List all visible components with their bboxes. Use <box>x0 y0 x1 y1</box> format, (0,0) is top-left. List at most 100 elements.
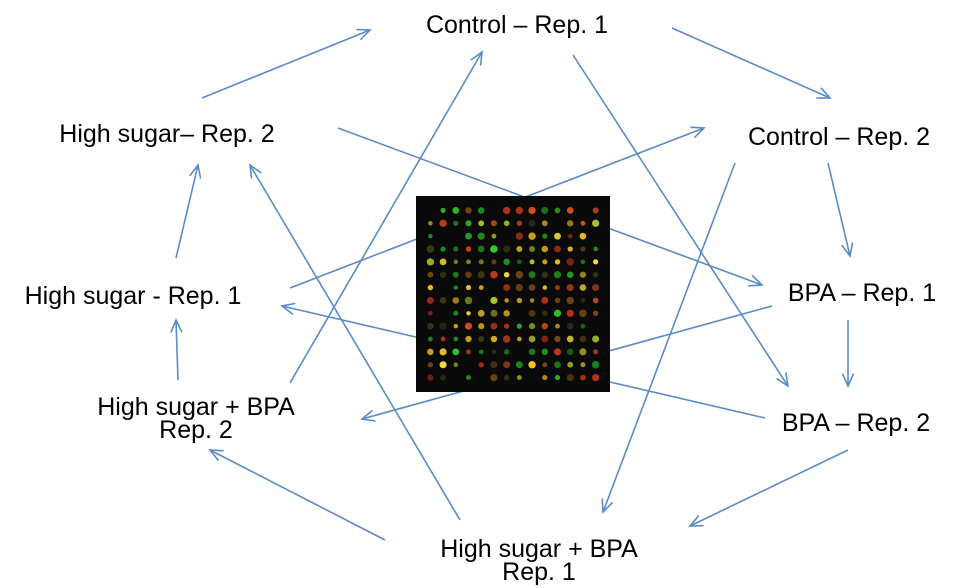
microarray-spot <box>592 284 600 292</box>
microarray-image <box>416 196 610 392</box>
microarray-spot <box>579 284 587 291</box>
microarray-spot <box>554 232 561 240</box>
arrow-hb1-to-hs2 <box>249 163 461 521</box>
microarray-spot <box>515 206 524 215</box>
microarray-spot <box>542 259 548 265</box>
microarray-spot <box>504 323 510 329</box>
microarray-background <box>416 196 610 392</box>
microarray-spot <box>491 259 497 265</box>
microarray-spot <box>439 219 447 227</box>
microarray-spot <box>427 374 434 381</box>
arrow-b1-to-b2 <box>841 320 855 388</box>
microarray-spot <box>503 361 511 369</box>
microarray-spot <box>452 271 459 278</box>
microarray-spot <box>464 322 473 330</box>
microarray-spot <box>453 362 459 368</box>
microarray-spot <box>504 298 509 303</box>
microarray-spot <box>490 245 498 253</box>
microarray-spot <box>439 271 447 278</box>
microarray-spot <box>503 310 510 317</box>
microarray-spot <box>439 297 447 304</box>
microarray-spot <box>426 258 435 266</box>
microarray-spot <box>478 285 484 290</box>
microarray-spot <box>541 322 549 330</box>
microarray-spot <box>515 232 524 240</box>
microarray-spot <box>465 335 472 343</box>
arrow-c1-to-c2 <box>671 27 832 99</box>
microarray-spot <box>516 375 522 380</box>
microarray-spot <box>503 258 510 266</box>
microarray-spot <box>439 348 447 356</box>
microarray-spot <box>580 374 586 381</box>
microarray-spot <box>566 322 574 330</box>
microarray-spot <box>592 271 599 278</box>
microarray-spot <box>516 246 523 252</box>
microarray-spot <box>427 362 434 368</box>
microarray-spot <box>452 207 460 214</box>
microarray-spot <box>580 259 586 265</box>
microarray-spot <box>464 296 473 305</box>
microarray-spot <box>554 284 561 291</box>
microarray-spot <box>592 373 600 382</box>
microarray-spot <box>528 348 536 356</box>
microarray-spot <box>427 348 434 356</box>
microarray-spot <box>553 309 562 317</box>
microarray-spot <box>503 220 510 227</box>
microarray-spot <box>528 323 536 330</box>
microarray-spot <box>542 362 548 368</box>
arrow-c2-to-hb1 <box>601 162 736 514</box>
microarray-spot <box>566 207 574 214</box>
arrow-hb1-to-hb2 <box>208 449 386 541</box>
node-label-line: BPA – Rep. 2 <box>782 409 930 437</box>
microarray-spot <box>465 207 472 214</box>
microarray-spot <box>503 271 510 278</box>
microarray-spot <box>542 285 548 290</box>
microarray-spot <box>440 207 446 213</box>
microarray-spot <box>426 245 435 253</box>
microarray-spot <box>477 271 485 279</box>
microarray-spot <box>503 284 511 291</box>
microarray-spot <box>490 296 498 305</box>
node-hs1: High sugar - Rep. 1 <box>25 282 242 310</box>
microarray-spot <box>490 309 498 317</box>
microarray-spot <box>528 206 536 215</box>
microarray-spot <box>528 284 536 291</box>
microarray-spot <box>555 323 560 329</box>
microarray-spot <box>541 296 549 304</box>
microarray-spot <box>502 335 511 343</box>
microarray-spot <box>428 233 433 239</box>
microarray-spot <box>453 220 459 226</box>
microarray-spot <box>477 245 485 253</box>
microarray-spot <box>427 310 433 316</box>
microarray-spot <box>567 246 573 252</box>
microarray-spot <box>466 311 471 316</box>
microarray-spot <box>592 297 599 304</box>
microarray-spot <box>541 245 549 253</box>
node-label-line: High sugar + BPA <box>97 393 295 421</box>
arrow-hb2-to-hs1 <box>170 318 183 381</box>
microarray-spot <box>490 361 498 369</box>
microarray-spot <box>477 232 485 240</box>
microarray-spot <box>541 348 548 356</box>
microarray-spot <box>465 232 472 240</box>
arrow-hs2-to-c1 <box>201 28 372 99</box>
microarray-spot <box>439 258 447 266</box>
microarray-spot <box>593 349 599 355</box>
microarray-spot <box>465 271 472 278</box>
microarray-spot <box>440 336 446 342</box>
node-c2: Control – Rep. 2 <box>748 123 930 151</box>
microarray-spot <box>453 259 459 265</box>
node-label-line: Control – Rep. 2 <box>748 123 930 151</box>
microarray-spot <box>478 336 485 342</box>
node-hs2: High sugar– Rep. 2 <box>59 120 274 148</box>
microarray-spot <box>491 349 497 355</box>
microarray-spot <box>529 298 535 303</box>
microarray-spot <box>554 207 561 214</box>
microarray-spot <box>554 361 561 369</box>
arrow-c2-to-b1 <box>827 162 854 258</box>
microarray-spot <box>478 220 485 227</box>
microarray-spot <box>439 361 447 369</box>
microarray-spot <box>428 220 433 226</box>
